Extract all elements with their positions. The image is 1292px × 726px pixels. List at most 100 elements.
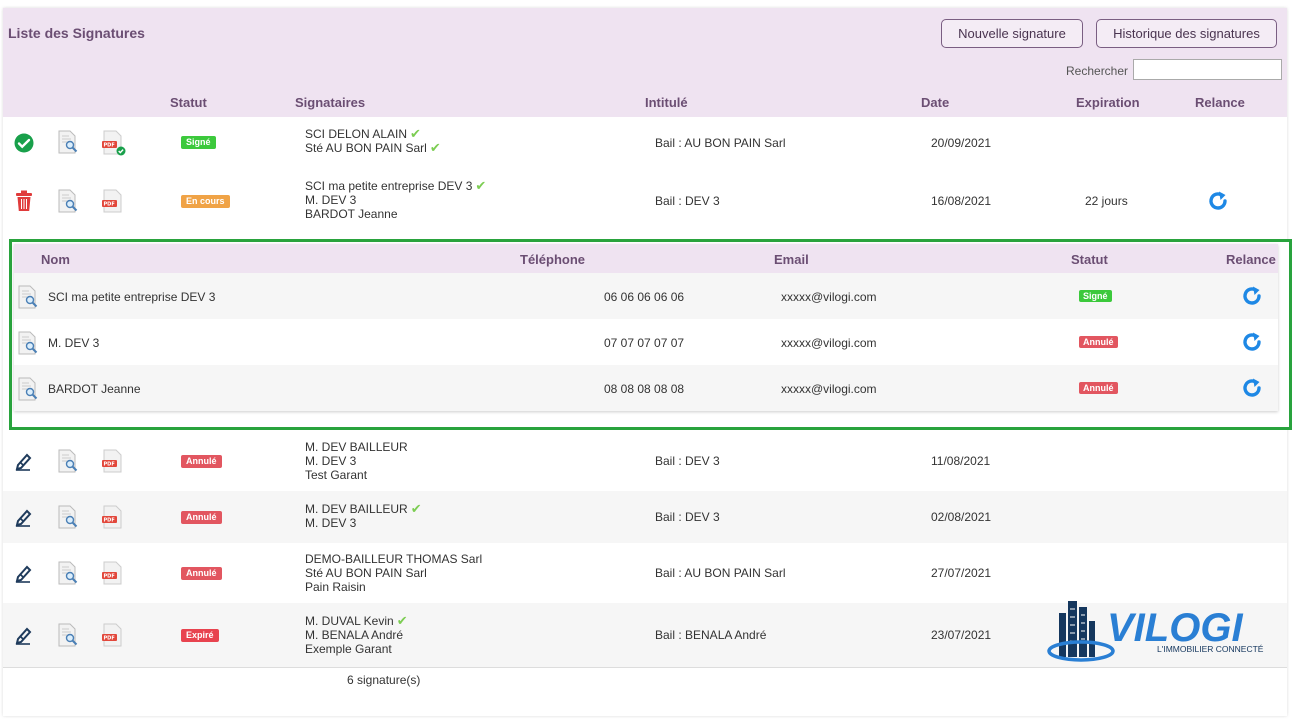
view-document-icon[interactable] <box>56 505 80 529</box>
date-cell: 02/08/2021 <box>931 510 992 524</box>
signers-list: SCI DELON ALAIN ✔ Sté AU BON PAIN Sarl ✔ <box>305 127 441 156</box>
header-band: Liste des Signatures Nouvelle signature … <box>3 8 1287 117</box>
signers-list: M. DUVAL Kevin ✔ M. BENALA André Exemple … <box>305 614 408 657</box>
column-header-reminder[interactable]: Relance <box>1195 95 1245 110</box>
check-icon: ✔ <box>410 501 422 516</box>
footer-divider <box>3 667 1287 668</box>
signers-list: M. DEV BAILLEUR ✔ M. DEV 3 <box>305 501 422 531</box>
table-row[interactable]: PDF Annulé M. DEV BAILLEUR ✔ M. DEV 3 Bai… <box>3 491 1287 543</box>
signers-list: M. DEV BAILLEUR M. DEV 3 Test Garant <box>305 440 408 482</box>
signer-name: M. DUVAL Kevin <box>305 614 394 628</box>
detail-header: Nom Téléphone Email Statut Relance <box>14 244 1278 273</box>
view-document-icon[interactable] <box>56 449 80 473</box>
signer-name: DEMO-BAILLEUR THOMAS Sarl <box>305 552 483 566</box>
column-header-date[interactable]: Date <box>921 95 950 110</box>
table-row[interactable]: PDF Signé SCI DELON ALAIN ✔ Sté AU BON PA… <box>3 117 1287 169</box>
new-signature-button[interactable]: Nouvelle signature <box>941 19 1083 48</box>
trash-icon[interactable] <box>15 190 33 212</box>
column-header-signers[interactable]: Signataires <box>295 95 366 110</box>
view-document-icon[interactable] <box>56 130 80 154</box>
signers-list: DEMO-BAILLEUR THOMAS Sarl Sté AU BON PAI… <box>305 552 482 594</box>
date-cell: 16/08/2021 <box>931 194 992 208</box>
signer-name: BARDOT Jeanne <box>305 207 398 221</box>
pdf-icon[interactable]: PDF <box>101 561 125 585</box>
signer-name: SCI ma petite entreprise DEV 3 <box>305 179 473 193</box>
detail-email: xxxxx@vilogi.com <box>781 336 877 350</box>
detail-name: SCI ma petite entreprise DEV 3 <box>48 290 216 304</box>
pdf-icon[interactable]: PDF <box>101 623 125 647</box>
svg-text:PDF: PDF <box>104 202 115 208</box>
status-badge: Annulé <box>1079 382 1118 394</box>
detail-header-email: Email <box>774 252 809 267</box>
status-badge: Expiré <box>181 629 219 642</box>
pdf-icon[interactable]: PDF <box>101 189 125 213</box>
pen-icon[interactable] <box>15 451 33 471</box>
signer-name: SCI DELON ALAIN <box>305 127 408 141</box>
status-badge: En cours <box>181 195 230 208</box>
signer-name: M. BENALA André <box>305 628 404 642</box>
status-badge: Annulé <box>181 455 222 468</box>
svg-text:PDF: PDF <box>104 462 115 468</box>
pen-icon[interactable] <box>15 625 33 645</box>
signer-name: Exemple Garant <box>305 642 392 656</box>
view-document-icon[interactable] <box>56 623 80 647</box>
status-badge: Signé <box>1079 290 1112 302</box>
detail-row[interactable]: BARDOT Jeanne 08 08 08 08 08 xxxxx@vilog… <box>14 365 1278 411</box>
pen-icon[interactable] <box>15 563 33 583</box>
svg-text:PDF: PDF <box>104 574 115 580</box>
pen-icon[interactable] <box>15 507 33 527</box>
signers-list: SCI ma petite entreprise DEV 3 ✔ M. DEV 3… <box>305 178 487 222</box>
status-badge: Annulé <box>1079 336 1118 348</box>
table-row[interactable]: PDF En cours SCI ma petite entreprise DE… <box>3 169 1287 233</box>
detail-row[interactable]: SCI ma petite entreprise DEV 3 06 06 06 … <box>14 273 1278 319</box>
detail-header-status: Statut <box>1071 252 1108 267</box>
search-label: Rechercher <box>1066 64 1129 78</box>
signers-detail-table: Nom Téléphone Email Statut Relance SCI m… <box>14 244 1278 411</box>
status-badge: Annulé <box>181 567 222 580</box>
reminder-icon[interactable] <box>1206 189 1230 213</box>
document-title: Bail : AU BON PAIN Sarl <box>655 136 786 150</box>
document-title: Bail : DEV 3 <box>655 510 720 524</box>
pdf-icon[interactable]: PDF <box>101 449 125 473</box>
status-badge: Signé <box>181 136 216 149</box>
detail-header-reminder: Relance <box>1226 252 1276 267</box>
table-row[interactable]: PDF Annulé DEMO-BAILLEUR THOMAS Sarl Sté… <box>3 543 1287 603</box>
document-title: Bail : AU BON PAIN Sarl <box>655 566 786 580</box>
check-icon: ✔ <box>475 178 487 193</box>
status-badge: Annulé <box>181 511 222 524</box>
document-title: Bail : DEV 3 <box>655 194 720 208</box>
search-input[interactable] <box>1133 59 1282 80</box>
pdf-icon[interactable]: PDF <box>101 505 125 529</box>
signer-name: Pain Raisin <box>305 580 366 594</box>
check-icon: ✔ <box>429 140 441 155</box>
vilogi-logo: VILOGI L'IMMOBILIER CONNECTÉ <box>1045 595 1285 665</box>
date-cell: 23/07/2021 <box>931 628 992 642</box>
reminder-icon[interactable] <box>1240 330 1264 354</box>
view-document-icon[interactable] <box>16 377 40 401</box>
document-title: Bail : BENALA André <box>655 628 767 642</box>
signer-name: M. DEV BAILLEUR <box>305 440 408 454</box>
view-document-icon[interactable] <box>56 189 80 213</box>
check-circle-icon <box>14 133 34 153</box>
view-document-icon[interactable] <box>16 285 40 309</box>
reminder-icon[interactable] <box>1240 284 1264 308</box>
detail-email: xxxxx@vilogi.com <box>781 382 877 396</box>
pdf-signed-icon[interactable]: PDF <box>101 130 127 156</box>
detail-email: xxxxx@vilogi.com <box>781 290 877 304</box>
view-document-icon[interactable] <box>16 331 40 355</box>
table-row[interactable]: PDF Annulé M. DEV BAILLEUR M. DEV 3 Test… <box>3 433 1287 491</box>
detail-phone: 07 07 07 07 07 <box>604 336 685 350</box>
view-document-icon[interactable] <box>56 561 80 585</box>
document-title: Bail : DEV 3 <box>655 454 720 468</box>
signature-history-button[interactable]: Historique des signatures <box>1096 19 1277 48</box>
column-header-status[interactable]: Statut <box>170 95 207 110</box>
signers-detail-panel: Nom Téléphone Email Statut Relance SCI m… <box>9 239 1292 430</box>
column-header-title[interactable]: Intitulé <box>645 95 688 110</box>
column-header-expiration[interactable]: Expiration <box>1076 95 1140 110</box>
signature-count: 6 signature(s) <box>347 673 421 687</box>
expiration-cell: 22 jours <box>1085 194 1128 208</box>
detail-header-phone: Téléphone <box>520 252 586 267</box>
detail-row[interactable]: M. DEV 3 07 07 07 07 07 xxxxx@vilogi.com… <box>14 319 1278 365</box>
signer-name: Test Garant <box>305 468 368 482</box>
reminder-icon[interactable] <box>1240 376 1264 400</box>
